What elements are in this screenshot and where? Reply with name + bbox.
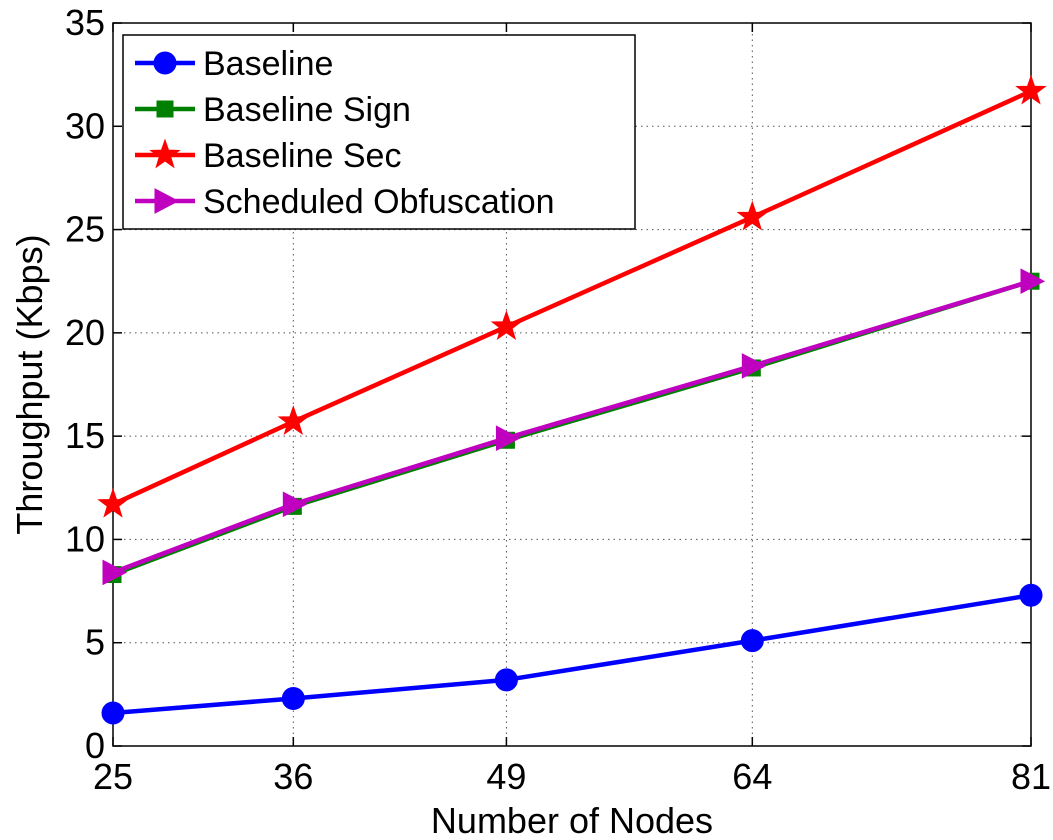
legend: Baseline Baseline Sign Baseline Sec Schedul… [122,34,636,230]
legend-marker-triangle-right [154,188,180,214]
legend-label: Baseline [203,45,333,83]
data-point-circle [494,668,518,692]
data-point-circle [281,686,305,710]
x-axis-title: Number of Nodes [431,800,713,840]
x-tick-label: 49 [486,756,526,797]
y-tick-label: 5 [85,622,105,663]
series-baseline-sec [97,74,1047,518]
legend-item: Baseline Sec [135,137,401,175]
data-point-circle [740,629,764,653]
y-axis-title: Throughput (Kbps) [9,234,50,534]
data-point-triangle-right [741,353,767,379]
series-baseline [101,583,1043,725]
x-tick-label: 81 [1011,756,1051,797]
x-tick-label: 36 [273,756,313,797]
y-tick-label: 30 [65,105,105,146]
data-point-triangle-right [282,491,308,518]
x-tick-label: 25 [93,756,133,797]
data-point-triangle-right [102,559,128,586]
data-point-star [490,310,523,341]
series-scheduled-obfuscation [102,268,1046,586]
legend-label: Baseline Sign [203,91,411,129]
data-point-circle [101,701,125,725]
plot-frame [112,22,1032,747]
data-point-triangle-right [495,425,521,452]
y-tick-label: 10 [65,518,105,559]
series-layer [97,74,1047,725]
legend-marker-square [156,100,174,118]
grid-lines [113,23,1031,746]
data-point-star [1015,74,1047,105]
y-tick-label: 25 [65,209,105,250]
y-tick-label: 35 [65,2,105,43]
y-tick-label: 0 [85,725,105,766]
legend-label: Scheduled Obfuscation [203,183,555,221]
legend-marker-star [149,138,181,169]
legend-item: Baseline Sign [135,91,411,129]
legend-marker-circle [153,51,177,75]
axes: 25 36 49 64 81 0 5 10 15 20 25 30 35 [65,2,1051,797]
data-point-star [736,200,769,231]
data-point-star [277,405,310,436]
y-tick-label: 20 [65,312,105,353]
legend-label: Baseline Sec [203,137,401,175]
data-point-triangle-right [1020,268,1046,295]
data-point-circle [1019,583,1043,607]
data-point-star [97,487,129,518]
x-tick-label: 64 [732,756,772,797]
y-tick-label: 15 [65,415,105,456]
legend-item: Baseline [135,45,333,83]
legend-box [122,34,636,230]
legend-item: Scheduled Obfuscation [135,183,555,221]
